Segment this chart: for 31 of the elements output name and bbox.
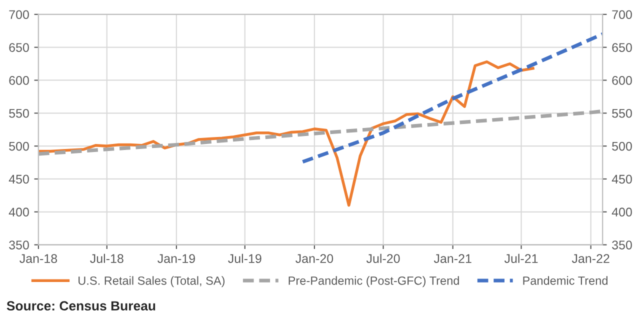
- y-tick-label: 600: [9, 76, 29, 85]
- source-note: Source: Census Bureau: [6, 301, 156, 311]
- y2-tick-label: 700: [612, 10, 632, 20]
- line-series: [38, 109, 603, 156]
- x-tick-label: Jan-18: [20, 254, 58, 264]
- x-tick-label: Jan-22: [572, 254, 610, 264]
- line-series: [300, 32, 603, 164]
- y-tick-label: 400: [8, 208, 29, 217]
- y-tick-label: 350: [9, 240, 29, 250]
- y2-tick-label: 550: [612, 108, 632, 118]
- x-tick-label: Jan-21: [434, 254, 472, 264]
- y-tick-label: 650: [9, 43, 29, 52]
- y2-tick-label: 350: [612, 240, 632, 250]
- y2-tick-label: 400: [612, 208, 632, 217]
- legend-label: Pandemic Trend: [523, 276, 608, 285]
- legend-label: U.S. Retail Sales (Total, SA): [78, 276, 225, 288]
- y2-tick-label: 600: [612, 76, 632, 85]
- x-tick-label: Jan-20: [296, 254, 334, 264]
- x-tick-label: Jan-19: [158, 254, 195, 264]
- y2-tick-label: 450: [612, 174, 632, 184]
- y2-tick-label: 500: [612, 142, 632, 151]
- y-tick-label: 500: [9, 142, 29, 151]
- y-tick-label: 700: [9, 10, 29, 20]
- legend-label: Pre-Pandemic (Post-GFC) Trend: [288, 276, 459, 288]
- x-tick-label: Jul-19: [228, 254, 262, 264]
- x-tick-label: Jul-20: [366, 254, 400, 264]
- y-tick-label: 450: [8, 174, 29, 184]
- y-tick-label: 550: [9, 108, 29, 118]
- y2-tick-label: 650: [612, 43, 632, 52]
- x-tick-label: Jul-21: [504, 254, 538, 264]
- x-tick-label: Jul-18: [90, 254, 124, 264]
